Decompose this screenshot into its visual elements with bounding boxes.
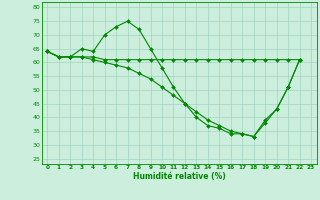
X-axis label: Humidité relative (%): Humidité relative (%): [133, 172, 226, 181]
